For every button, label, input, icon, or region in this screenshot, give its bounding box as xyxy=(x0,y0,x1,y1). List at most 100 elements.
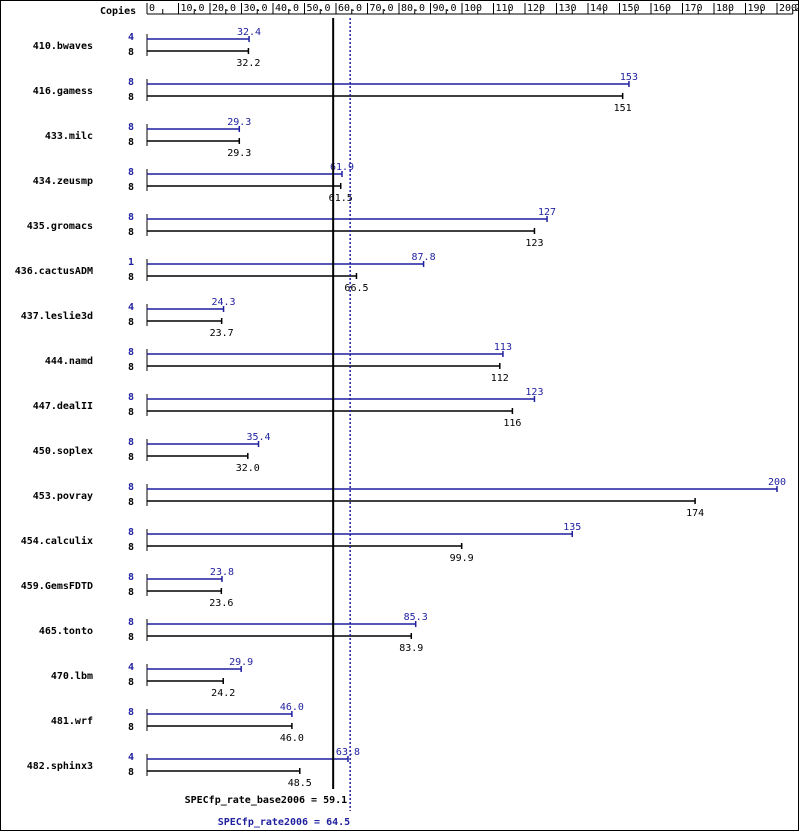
peak-copies-label: 4 xyxy=(128,752,134,763)
benchmark-row: 465.tonto 8 8 85.3 83.9 xyxy=(39,612,428,654)
benchmark-name: 447.dealII xyxy=(33,401,93,412)
peak-copies-label: 8 xyxy=(128,77,134,88)
base-copies-label: 8 xyxy=(128,227,134,238)
peak-copies-label: 8 xyxy=(128,167,134,178)
peak-value-label: 61.9 xyxy=(330,162,354,173)
x-tick-label: 180 xyxy=(716,3,734,14)
benchmark-name: 454.calculix xyxy=(21,535,93,547)
x-tick-label: 20.0 xyxy=(212,3,236,14)
base-copies-label: 8 xyxy=(128,632,134,643)
benchmark-row: 459.GemsFDTD 8 8 23.8 23.6 xyxy=(21,567,234,609)
peak-value-label: 24.3 xyxy=(211,297,235,308)
benchmark-name: 410.bwaves xyxy=(33,41,93,52)
peak-value-label: 46.0 xyxy=(280,702,304,713)
peak-copies-label: 8 xyxy=(128,212,134,223)
benchmark-name: 481.wrf xyxy=(51,716,93,727)
base-value-label: 83.9 xyxy=(399,643,423,654)
peak-value-label: 200 xyxy=(768,477,786,488)
benchmark-rows: 410.bwaves4832.432.2416.gamess8815315143… xyxy=(15,27,786,789)
x-tick-label: 40.0 xyxy=(275,3,299,14)
x-tick-label: 50.0 xyxy=(307,3,331,14)
x-tick-label: 190 xyxy=(748,3,766,14)
peak-value-label: 135 xyxy=(563,522,581,533)
base-copies-label: 8 xyxy=(128,677,134,688)
benchmark-name: 453.povray xyxy=(33,491,93,502)
benchmark-row: 410.bwaves 4 8 32.4 32.2 xyxy=(33,27,261,69)
base-copies-label: 8 xyxy=(128,317,134,328)
benchmark-row: 470.lbm 4 8 29.9 24.2 xyxy=(51,657,253,699)
benchmark-name: 436.cactusADM xyxy=(15,266,93,277)
peak-reference-label: SPECfp_rate2006 = 64.5 xyxy=(218,817,350,828)
base-value-label: 46.0 xyxy=(280,733,304,744)
benchmark-row: 433.milc 8 8 29.3 29.3 xyxy=(45,117,252,159)
benchmark-row: 482.sphinx3 4 8 63.8 48.5 xyxy=(27,747,360,789)
base-copies-label: 8 xyxy=(128,452,134,463)
peak-copies-label: 8 xyxy=(128,527,134,538)
x-tick-label: 205 xyxy=(795,3,799,14)
x-axis: 0 10.0 20.0 30.0 40.0 50.0 60.0 70.0 80.0 90.0 100… xyxy=(146,3,799,15)
base-copies-label: 8 xyxy=(128,272,134,283)
base-copies-label: 8 xyxy=(128,47,134,58)
benchmark-row: 453.povray 8 8 200 174 xyxy=(33,477,786,519)
base-value-label: 116 xyxy=(503,418,521,429)
x-tick-label: 90.0 xyxy=(433,3,457,14)
base-value-label: 23.6 xyxy=(209,598,233,609)
peak-copies-label: 8 xyxy=(128,392,134,403)
peak-copies-label: 8 xyxy=(128,572,134,583)
peak-value-label: 32.4 xyxy=(237,27,261,38)
peak-value-label: 123 xyxy=(525,387,543,398)
peak-copies-label: 4 xyxy=(128,662,134,673)
x-tick-label: 110 xyxy=(496,3,514,14)
benchmark-row: 454.calculix 8 8 135 99.9 xyxy=(21,522,582,564)
base-value-label: 66.5 xyxy=(344,283,368,294)
base-value-label: 112 xyxy=(491,373,509,384)
benchmark-row: 447.dealII 8 8 123 116 xyxy=(33,387,544,429)
x-tick-label: 30.0 xyxy=(244,3,268,14)
x-tick-label: 10.0 xyxy=(181,3,205,14)
peak-value-label: 23.8 xyxy=(210,567,234,578)
peak-copies-label: 4 xyxy=(128,32,134,43)
benchmark-name: 433.milc xyxy=(45,130,93,142)
x-tick-label: 170 xyxy=(685,3,703,14)
peak-value-label: 153 xyxy=(620,72,638,83)
peak-copies-label: 4 xyxy=(128,302,134,313)
base-value-label: 48.5 xyxy=(288,778,312,789)
base-value-label: 61.5 xyxy=(329,193,353,204)
x-tick-label: 100 xyxy=(464,3,482,14)
peak-value-label: 35.4 xyxy=(246,432,270,443)
peak-value-label: 127 xyxy=(538,207,556,218)
x-tick-label: 130 xyxy=(559,3,577,14)
x-tick-label: 60.0 xyxy=(338,3,362,14)
peak-value-label: 29.9 xyxy=(229,657,253,668)
base-copies-label: 8 xyxy=(128,407,134,418)
base-copies-label: 8 xyxy=(128,362,134,373)
x-tick-label: 200 xyxy=(779,3,797,14)
x-tick-label: 160 xyxy=(653,3,671,14)
base-copies-label: 8 xyxy=(128,182,134,193)
benchmark-name: 459.GemsFDTD xyxy=(21,581,93,592)
base-value-label: 23.7 xyxy=(210,328,234,339)
base-copies-label: 8 xyxy=(128,497,134,508)
peak-copies-label: 8 xyxy=(128,437,134,448)
benchmark-name: 482.sphinx3 xyxy=(27,760,93,772)
benchmark-row: 436.cactusADM 1 8 87.8 66.5 xyxy=(15,252,436,294)
reference-lines: SPECfp_rate_base2006 = 59.1 SPECfp_rate20… xyxy=(185,18,351,828)
benchmark-row: 435.gromacs 8 8 127 123 xyxy=(27,207,556,249)
base-copies-label: 8 xyxy=(128,767,134,778)
peak-value-label: 29.3 xyxy=(227,117,251,128)
base-value-label: 29.3 xyxy=(227,148,251,159)
base-copies-label: 8 xyxy=(128,92,134,103)
benchmark-name: 434.zeusmp xyxy=(33,176,93,187)
peak-value-label: 87.8 xyxy=(412,252,436,263)
base-value-label: 99.9 xyxy=(450,553,474,564)
benchmark-name: 435.gromacs xyxy=(27,221,93,232)
peak-copies-label: 8 xyxy=(128,707,134,718)
peak-value-label: 63.8 xyxy=(336,747,360,758)
benchmark-name: 450.soplex xyxy=(33,446,93,457)
x-tick-label: 120 xyxy=(527,3,545,14)
x-tick-label: 140 xyxy=(590,3,608,14)
benchmark-name: 465.tonto xyxy=(39,626,93,637)
base-reference-label: SPECfp_rate_base2006 = 59.1 xyxy=(185,795,348,806)
benchmark-row: 481.wrf 8 8 46.0 46.0 xyxy=(51,702,304,744)
